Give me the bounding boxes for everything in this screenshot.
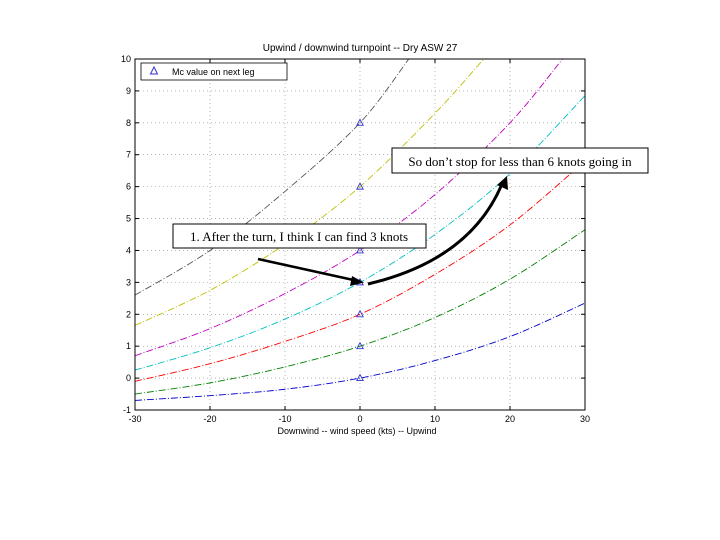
marker-triangle-4 bbox=[356, 245, 364, 254]
series-group bbox=[135, 59, 585, 401]
chart-title: Upwind / downwind turnpoint -- Dry ASW 2… bbox=[263, 43, 458, 54]
marker-triangle-0 bbox=[356, 373, 364, 382]
y-tick-label-1: 0 bbox=[126, 373, 131, 383]
legend-triangle-icon bbox=[149, 65, 159, 75]
marker-triangle-1 bbox=[356, 341, 364, 350]
y-tick-label-10: 9 bbox=[126, 86, 131, 96]
x-axis-label: Downwind -- wind speed (kts) -- Upwind bbox=[277, 426, 436, 436]
y-tick-label-9: 8 bbox=[126, 118, 131, 128]
y-tick-label-3: 2 bbox=[126, 309, 131, 319]
arrow-1-shaft bbox=[257, 257, 359, 283]
x-tick-label-0: -30 bbox=[128, 414, 141, 424]
marker-triangle-5 bbox=[356, 182, 364, 190]
legend-box bbox=[140, 62, 288, 81]
y-tick-label-0: -1 bbox=[123, 405, 131, 415]
arrow-1-head-icon bbox=[350, 276, 364, 286]
callout-1-text: 1. After the turn, I think I can find 3 … bbox=[190, 229, 408, 244]
series-line-0 bbox=[135, 302, 585, 401]
arrow-to-mc6 bbox=[367, 176, 508, 286]
x-tick-label-4: 10 bbox=[430, 414, 440, 424]
x-tick-label-3: 0 bbox=[357, 414, 362, 424]
arrow-to-mc3 bbox=[257, 257, 364, 286]
series-line-4 bbox=[135, 59, 563, 357]
series-line-5 bbox=[135, 59, 485, 326]
y-tick-label-6: 5 bbox=[126, 214, 131, 224]
y-tick-label-2: 1 bbox=[126, 341, 131, 351]
arrow-2-shaft bbox=[367, 183, 504, 286]
series-line-1 bbox=[135, 229, 585, 395]
x-tick-label-2: -10 bbox=[278, 414, 291, 424]
marker-triangle-2 bbox=[356, 309, 364, 318]
callout-2-text: So don’t stop for less than 6 knots goin… bbox=[408, 154, 632, 169]
x-tick-label-1: -20 bbox=[203, 414, 216, 424]
callout-2: So don’t stop for less than 6 knots goin… bbox=[391, 147, 649, 174]
marker-triangle-6 bbox=[356, 118, 364, 126]
callout-1: 1. After the turn, I think I can find 3 … bbox=[172, 223, 427, 249]
x-tick-label-5: 20 bbox=[505, 414, 515, 424]
legend: Mc value on next leg bbox=[140, 62, 288, 81]
series-line-6 bbox=[135, 59, 410, 296]
series-line-2 bbox=[135, 160, 585, 382]
y-tick-label-5: 4 bbox=[126, 245, 131, 255]
legend-label: Mc value on next leg bbox=[172, 67, 255, 77]
x-tick-label-6: 30 bbox=[580, 414, 590, 424]
callout-2-box bbox=[391, 147, 649, 174]
y-tick-label-7: 6 bbox=[126, 182, 131, 192]
callout-1-box bbox=[172, 223, 427, 249]
y-tick-label-8: 7 bbox=[126, 150, 131, 160]
y-tick-label-11: 10 bbox=[121, 54, 131, 64]
y-tick-label-4: 3 bbox=[126, 277, 131, 287]
arrow-2-head-icon bbox=[497, 176, 508, 190]
